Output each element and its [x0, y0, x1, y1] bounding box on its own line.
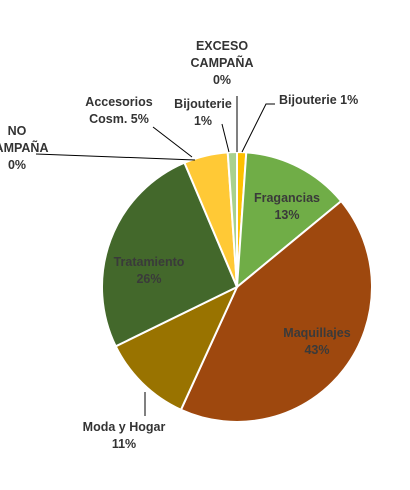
- leader-lines: [35, 96, 275, 416]
- slice-label-tratamiento-4: Tratamiento 26%: [114, 255, 185, 286]
- slice-fragancias-1: [235, 151, 343, 290]
- slice-labels: Bijouterie 1% Fragancias 13% Maquillajes 43%…: [0, 39, 358, 451]
- slice-maquillajes-2: [179, 199, 373, 424]
- leader-line-bijouterie-0: [241, 103, 275, 153]
- slice-label-moda-y-hogar-3: Moda y Hogar 11%: [83, 420, 166, 451]
- slice-label-bijouterie-7: Bijouterie 1%: [174, 97, 232, 128]
- leader-line-no-campaña-5: [35, 153, 196, 161]
- leader-line-bijouterie-7: [221, 123, 230, 153]
- slice-label-fragancias-1: Fragancias 13%: [254, 191, 320, 222]
- slice-moda-y-hogar-3: [114, 284, 240, 412]
- pie-slices: [101, 150, 373, 424]
- leader-line-accesorios-cosm-6: [152, 126, 193, 158]
- slice-label-exceso-campaña-8: EXCESO CAMPAÑA 0%: [191, 39, 254, 87]
- slice-label-no-campaña-5: NOCAMPAÑA0%: [0, 124, 48, 172]
- slice-label-maquillajes-2: Maquillajes 43%: [283, 326, 350, 357]
- slice-label-bijouterie-0: Bijouterie 1%: [279, 93, 358, 107]
- slice-label-accesorios-cosm-6: Accesorios Cosm. 5%: [85, 95, 152, 126]
